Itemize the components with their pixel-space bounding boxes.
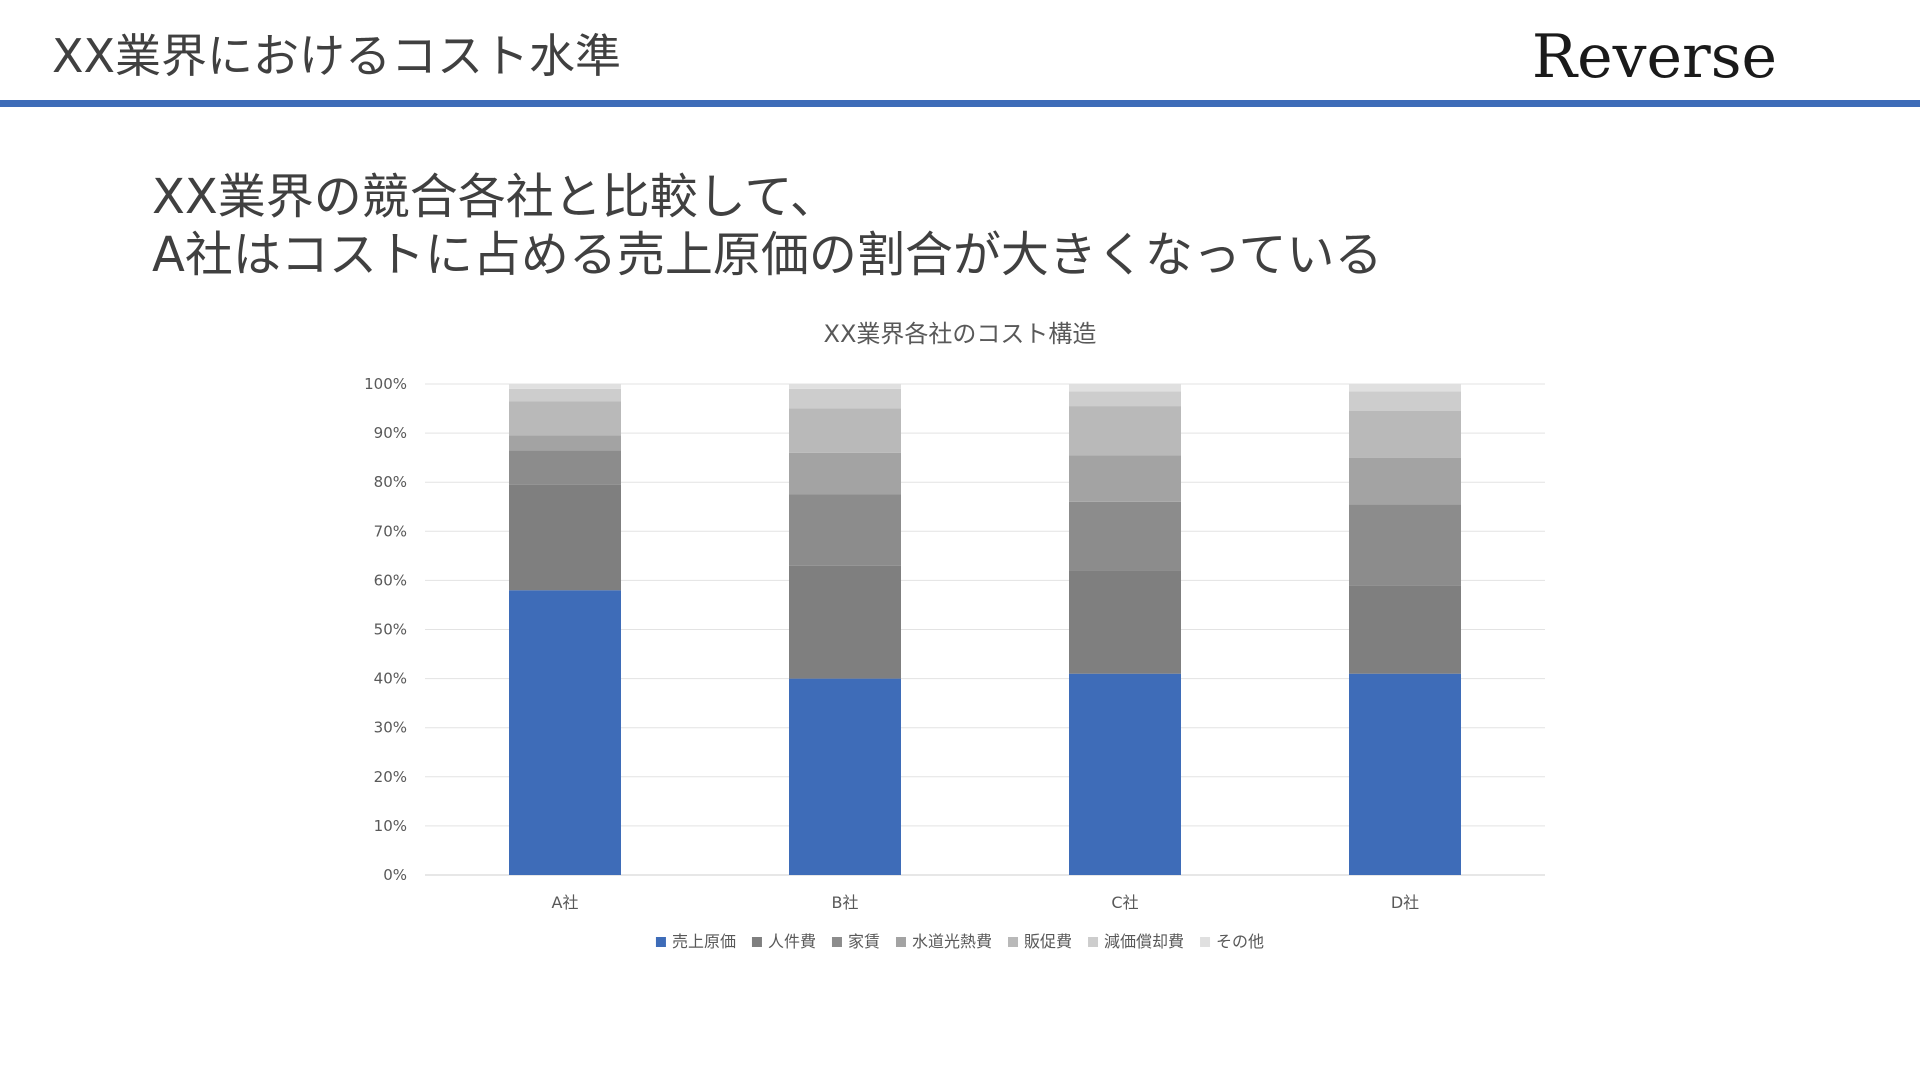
headline-line-1: XX業界の競合各社と比較して、 <box>152 169 838 225</box>
y-tick-label: 100% <box>364 375 407 393</box>
x-tick-label: B社 <box>832 893 859 912</box>
bar-segment <box>789 384 901 389</box>
legend-label: 減価償却費 <box>1104 932 1184 951</box>
y-tick-label: 90% <box>374 424 407 442</box>
bar-segment <box>1069 384 1181 392</box>
legend-label: 売上原価 <box>672 932 736 951</box>
legend-label: その他 <box>1216 932 1264 951</box>
bar-segment <box>1349 585 1461 674</box>
bar-segment <box>509 401 621 436</box>
bar-segment <box>1349 504 1461 586</box>
bar-segment <box>509 590 621 875</box>
y-tick-label: 30% <box>374 719 407 737</box>
headline: XX業界の競合各社と比較して、 A社はコストに占める売上原価の割合が大きくなって… <box>152 168 1382 284</box>
legend-swatch <box>1200 937 1211 947</box>
brand-logo: Reverse <box>1531 22 1777 92</box>
bar-segment <box>1069 391 1181 407</box>
bar-segment <box>1069 406 1181 456</box>
legend-label: 販促費 <box>1024 932 1072 951</box>
legend-swatch <box>831 937 842 947</box>
bar-segment <box>509 484 621 591</box>
bar-segment <box>1069 455 1181 502</box>
bar-segment <box>1349 673 1461 875</box>
y-tick-label: 10% <box>374 817 407 835</box>
slide-title: XX業界におけるコスト水準 <box>52 29 622 83</box>
bar-segment <box>509 384 621 389</box>
legend-swatch <box>1088 937 1099 947</box>
bar-segment <box>1069 501 1181 571</box>
bar-segment <box>509 388 621 402</box>
legend-swatch <box>895 937 906 947</box>
y-tick-label: 80% <box>374 473 407 491</box>
bar-segment <box>1349 411 1461 458</box>
legend-swatch <box>1008 937 1019 947</box>
x-tick-label: D社 <box>1391 893 1419 912</box>
header-divider <box>0 100 1920 107</box>
y-tick-label: 40% <box>374 670 407 688</box>
legend-label: 人件費 <box>768 932 816 951</box>
bar-segment <box>509 435 621 451</box>
y-tick-label: 20% <box>374 768 407 786</box>
y-tick-label: 0% <box>383 866 407 884</box>
bar-segment <box>789 408 901 453</box>
legend-swatch <box>751 937 762 947</box>
bar-segment <box>1069 673 1181 875</box>
y-tick-label: 60% <box>374 571 407 589</box>
chart-title: XX業界各社のコスト構造 <box>824 320 1097 348</box>
headline-line-2: A社はコストに占める売上原価の割合が大きくなっている <box>152 227 1383 283</box>
bar-segment <box>509 450 621 485</box>
bar-segment <box>1349 384 1461 392</box>
x-tick-label: C社 <box>1111 893 1138 912</box>
bar-segment <box>1349 391 1461 412</box>
bar-segment <box>789 388 901 409</box>
y-tick-label: 70% <box>374 522 407 540</box>
bar-segment <box>789 494 901 566</box>
bar-segment <box>1349 457 1461 505</box>
legend-label: 水道光熱費 <box>912 932 992 951</box>
y-tick-label: 50% <box>374 621 407 639</box>
bar-segment <box>1069 570 1181 674</box>
bar-segment <box>789 565 901 679</box>
x-tick-label: A社 <box>552 893 579 912</box>
legend-label: 家賃 <box>848 932 880 951</box>
legend-swatch <box>655 937 666 947</box>
bar-segment <box>789 452 901 495</box>
stacked-bar-chart: XX業界各社のコスト構造 0% 10% 20% 30% 40% 50% 60% 70% 80% 90… <box>364 320 1545 951</box>
bar-segment <box>789 678 901 875</box>
chart-container: XX業界各社のコスト構造 0% 10% 20% 30% 40% 50% 60% 70% 80% 90… <box>0 300 1920 980</box>
